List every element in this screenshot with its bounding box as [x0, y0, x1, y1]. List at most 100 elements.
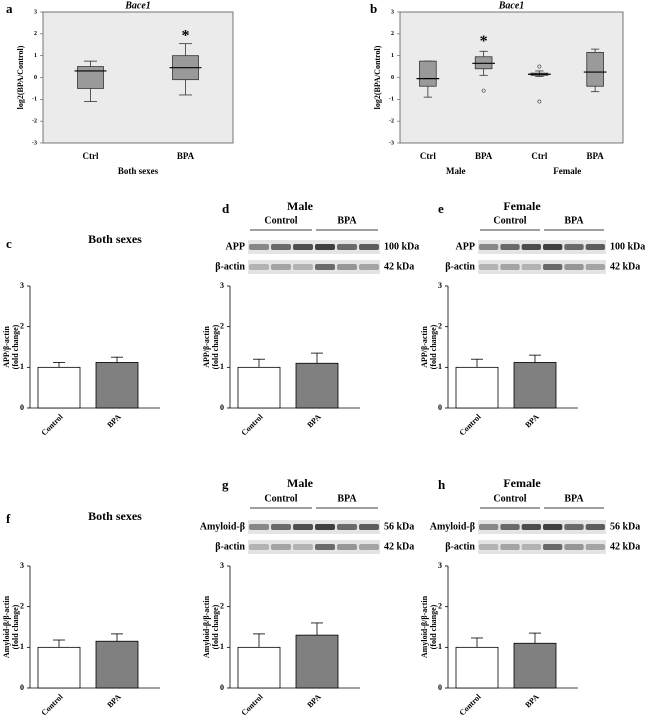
y-tick-label: 0 — [34, 75, 37, 81]
group-label: Female — [553, 166, 581, 176]
y-tick-label: 0 — [391, 75, 394, 81]
y-tick-label: -3 — [32, 140, 37, 146]
box — [77, 66, 104, 89]
panel-letter: g — [222, 477, 229, 492]
y-tick-label: 0 — [20, 683, 24, 692]
blot-band — [315, 524, 335, 530]
blot-band — [293, 524, 313, 530]
annotation: * — [480, 33, 488, 50]
blot-band — [543, 524, 563, 530]
bar — [95, 640, 139, 689]
x-tick-label: BPA — [523, 692, 540, 709]
y-tick-label: 0 — [20, 403, 24, 412]
blot-band — [315, 544, 335, 550]
bar — [95, 362, 139, 409]
blot-band — [521, 524, 541, 530]
x-tick-label: BPA — [105, 412, 122, 429]
blot-size: 42 kDa — [384, 541, 414, 552]
y-tick-label: 1 — [20, 642, 24, 651]
blot-label: Amyloid-β — [200, 521, 245, 532]
blot-band — [479, 244, 499, 250]
blot-band — [315, 264, 335, 270]
blot-band — [479, 264, 499, 270]
blot-band — [564, 244, 584, 250]
x-tick-label: BPA — [586, 151, 604, 161]
chart-title: Both sexes — [88, 232, 142, 246]
y-tick-label: 0 — [438, 403, 442, 412]
blot-strip — [248, 240, 380, 254]
x-tick-label: BPA — [177, 151, 195, 161]
y-tick-label: 1 — [20, 362, 24, 371]
panel-letter: b — [370, 1, 377, 16]
blot-band — [585, 524, 605, 530]
chart-title: Male — [287, 199, 314, 213]
x-tick-label: BPA — [305, 412, 322, 429]
blot-band — [271, 244, 291, 250]
blot-band — [359, 544, 379, 550]
y-tick-label: 0 — [438, 683, 442, 692]
blot-band — [479, 544, 499, 550]
chart-title: Both sexes — [88, 509, 142, 523]
plot-area — [42, 11, 234, 144]
outlier — [481, 88, 486, 93]
blot-band — [337, 244, 357, 250]
blot-size: 42 kDa — [610, 261, 640, 272]
y-tick-label: 3 — [34, 9, 37, 15]
chart-title: Female — [503, 199, 541, 213]
x-axis-label: Both sexes — [118, 166, 159, 176]
y-tick-label: 3 — [391, 9, 394, 15]
bar — [295, 634, 339, 689]
y-tick-label: 2 — [20, 601, 24, 610]
x-tick-label: Ctrl — [420, 151, 436, 161]
blot-band — [585, 244, 605, 250]
y-tick-label: 2 — [34, 31, 37, 37]
blot-group: BPA — [337, 493, 357, 504]
y-tick-label: -2 — [389, 119, 394, 125]
y-axis-label: Amyloid-β/β-actin — [2, 595, 11, 658]
blot-size: 56 kDa — [384, 521, 414, 532]
bar — [455, 366, 499, 409]
blot-label: β-actin — [445, 541, 475, 552]
blot-band — [543, 544, 563, 550]
blot-group: Control — [264, 215, 297, 226]
y-tick-label: 3 — [220, 561, 224, 570]
blot-band — [479, 524, 499, 530]
x-tick-label: Control — [458, 412, 484, 438]
y-tick-label: 3 — [220, 281, 224, 290]
y-axis-label: (fold change) — [429, 324, 438, 369]
blot-band — [564, 264, 584, 270]
blot-band — [293, 544, 313, 550]
annotation: * — [182, 28, 190, 45]
blot-band — [293, 244, 313, 250]
blot-group: Control — [493, 215, 526, 226]
blot-label: APP — [226, 241, 245, 252]
bar — [455, 646, 499, 689]
blot-band — [500, 264, 520, 270]
blot-size: 42 kDa — [610, 541, 640, 552]
blot-group: BPA — [564, 215, 584, 226]
bar — [513, 642, 557, 689]
blot-label: APP — [456, 241, 475, 252]
outlier — [537, 99, 542, 104]
box — [419, 60, 437, 87]
blot-group: BPA — [337, 215, 357, 226]
blot-group: Control — [264, 493, 297, 504]
blot-strip — [478, 520, 606, 534]
bar — [295, 362, 339, 409]
y-axis-label: (fold change) — [429, 604, 438, 649]
blot-band — [249, 524, 269, 530]
y-tick-label: 1 — [220, 642, 224, 651]
blot-band — [500, 244, 520, 250]
chart-title: Male — [287, 476, 314, 490]
y-tick-label: 0 — [220, 683, 224, 692]
y-axis-label: (fold change) — [11, 324, 20, 369]
y-axis-label: APP/β-actin — [2, 326, 11, 368]
x-tick-label: Ctrl — [531, 151, 547, 161]
blot-band — [271, 524, 291, 530]
blot-band — [521, 264, 541, 270]
blot-band — [359, 244, 379, 250]
blot-group: BPA — [564, 493, 584, 504]
blot-band — [543, 244, 563, 250]
panel-letter: c — [6, 236, 12, 251]
